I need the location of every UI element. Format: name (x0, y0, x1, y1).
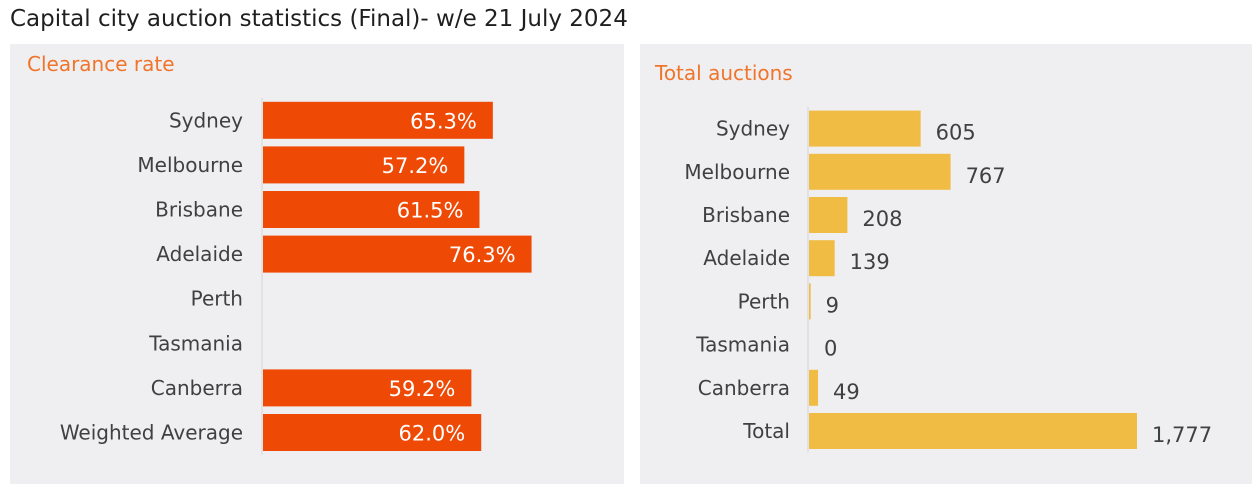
data-label-brisbane: 61.5% (397, 199, 464, 223)
bar-brisbane (809, 197, 848, 233)
category-label-sydney: Sydney (169, 108, 243, 132)
data-label-canberra: 49 (833, 380, 860, 404)
bar-total (809, 413, 1137, 449)
bar-adelaide (263, 235, 532, 273)
bar-canberra (809, 369, 819, 406)
category-label-adelaide: Adelaide (156, 242, 243, 266)
bar-canberra (263, 369, 472, 407)
bar-melbourne (809, 153, 951, 190)
clearance-rate-panel: Clearance rate Sydney 65.3% Melbourne 57.2% B… (10, 44, 624, 484)
bar-perth (809, 283, 811, 320)
data-label-tasmania: 0 (824, 337, 837, 361)
category-label-adelaide: Adelaide (703, 246, 790, 270)
category-label-melbourne: Melbourne (137, 153, 243, 177)
data-label-melbourne: 57.2% (382, 154, 449, 178)
data-label-brisbane: 208 (862, 207, 902, 231)
category-label-perth: Perth (738, 289, 790, 313)
category-label-canberra: Canberra (151, 376, 243, 400)
category-label-tasmania: Tasmania (148, 331, 243, 355)
data-label-weighted-average: 62.0% (399, 422, 466, 446)
data-label-adelaide: 76.3% (449, 243, 516, 267)
bar-sydney (809, 110, 921, 147)
data-label-sydney: 605 (936, 121, 976, 145)
data-label-canberra: 59.2% (389, 377, 456, 401)
bar-adelaide (809, 240, 835, 277)
category-label-sydney: Sydney (716, 117, 790, 141)
data-label-perth: 9 (826, 293, 839, 317)
data-label-sydney: 65.3% (410, 109, 477, 133)
data-label-total: 1,777 (1152, 423, 1212, 447)
category-label-melbourne: Melbourne (684, 160, 790, 184)
total-auctions-chart: Total auctions Sydney 605 Melbourne 767 Brisb… (654, 61, 1212, 453)
bar-sydney (263, 101, 493, 139)
data-label-melbourne: 767 (966, 164, 1006, 188)
bar-brisbane (263, 191, 480, 228)
category-label-tasmania: Tasmania (695, 333, 790, 357)
total-auctions-panel: Total auctions Sydney 605 Melbourne 767 Brisb… (640, 44, 1252, 484)
chart-title: Capital city auction statistics (Final)-… (10, 6, 628, 32)
category-label-total: Total (742, 419, 790, 443)
bar-weighted-average (263, 414, 482, 451)
bar-melbourne (263, 146, 465, 184)
category-label-canberra: Canberra (698, 376, 790, 400)
category-label-brisbane: Brisbane (702, 203, 790, 227)
data-label-adelaide: 139 (850, 250, 890, 274)
category-label-brisbane: Brisbane (155, 198, 243, 222)
category-label-weighted-average: Weighted Average (60, 421, 243, 445)
panel-title: Total auctions (654, 61, 793, 85)
clearance-rate-chart: Clearance rate Sydney 65.3% Melbourne 57.2% B… (27, 52, 532, 455)
panel-title: Clearance rate (27, 52, 175, 76)
category-label-perth: Perth (191, 287, 243, 311)
